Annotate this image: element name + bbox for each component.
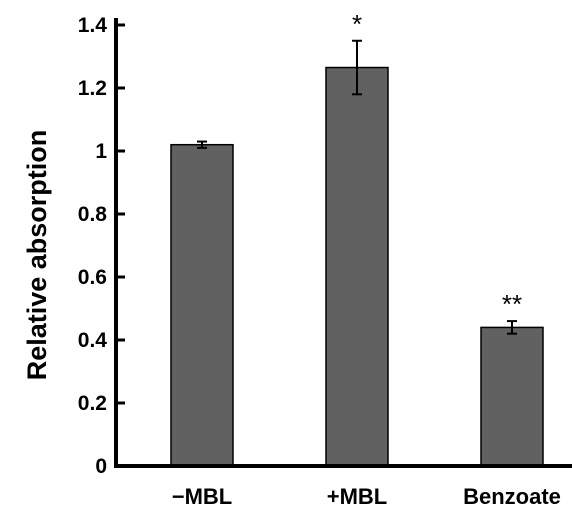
y-ticks: 0 0.2 0.4 0.6 0.8 1 1.2 1.4 [78,14,125,478]
bar-0 [170,143,234,467]
bars [170,66,544,467]
x-tick-labels: −MBL +MBL Benzoate [172,484,561,509]
y-tick-label-4: 0.8 [78,203,108,226]
significance-marker-1: * [352,9,362,39]
error-bar-0 [197,140,207,149]
y-tick-label-1: 0.2 [78,392,107,415]
x-tick-label-2: Benzoate [463,484,561,509]
y-tick-label-0: 0 [95,455,107,478]
y-tick-label-5: 1 [95,140,107,163]
y-axis-label: Relative absorption [22,130,52,381]
x-tick-label-0: −MBL [172,484,233,509]
y-tick-label-2: 0.4 [78,329,108,352]
y-tick-label-6: 1.2 [78,77,107,100]
y-tick-label-7: 1.4 [78,14,108,37]
error-bar-2 [507,320,517,335]
axes [114,18,572,468]
error-bar-1 [352,39,362,96]
error-bars [197,39,517,335]
significance-marker-2: ** [502,289,522,319]
bar-2 [480,326,544,467]
bar-1 [325,66,389,467]
x-tick-label-1: +MBL [327,484,388,509]
y-tick-label-3: 0.6 [78,266,107,289]
significance-markers: *** [352,9,522,319]
